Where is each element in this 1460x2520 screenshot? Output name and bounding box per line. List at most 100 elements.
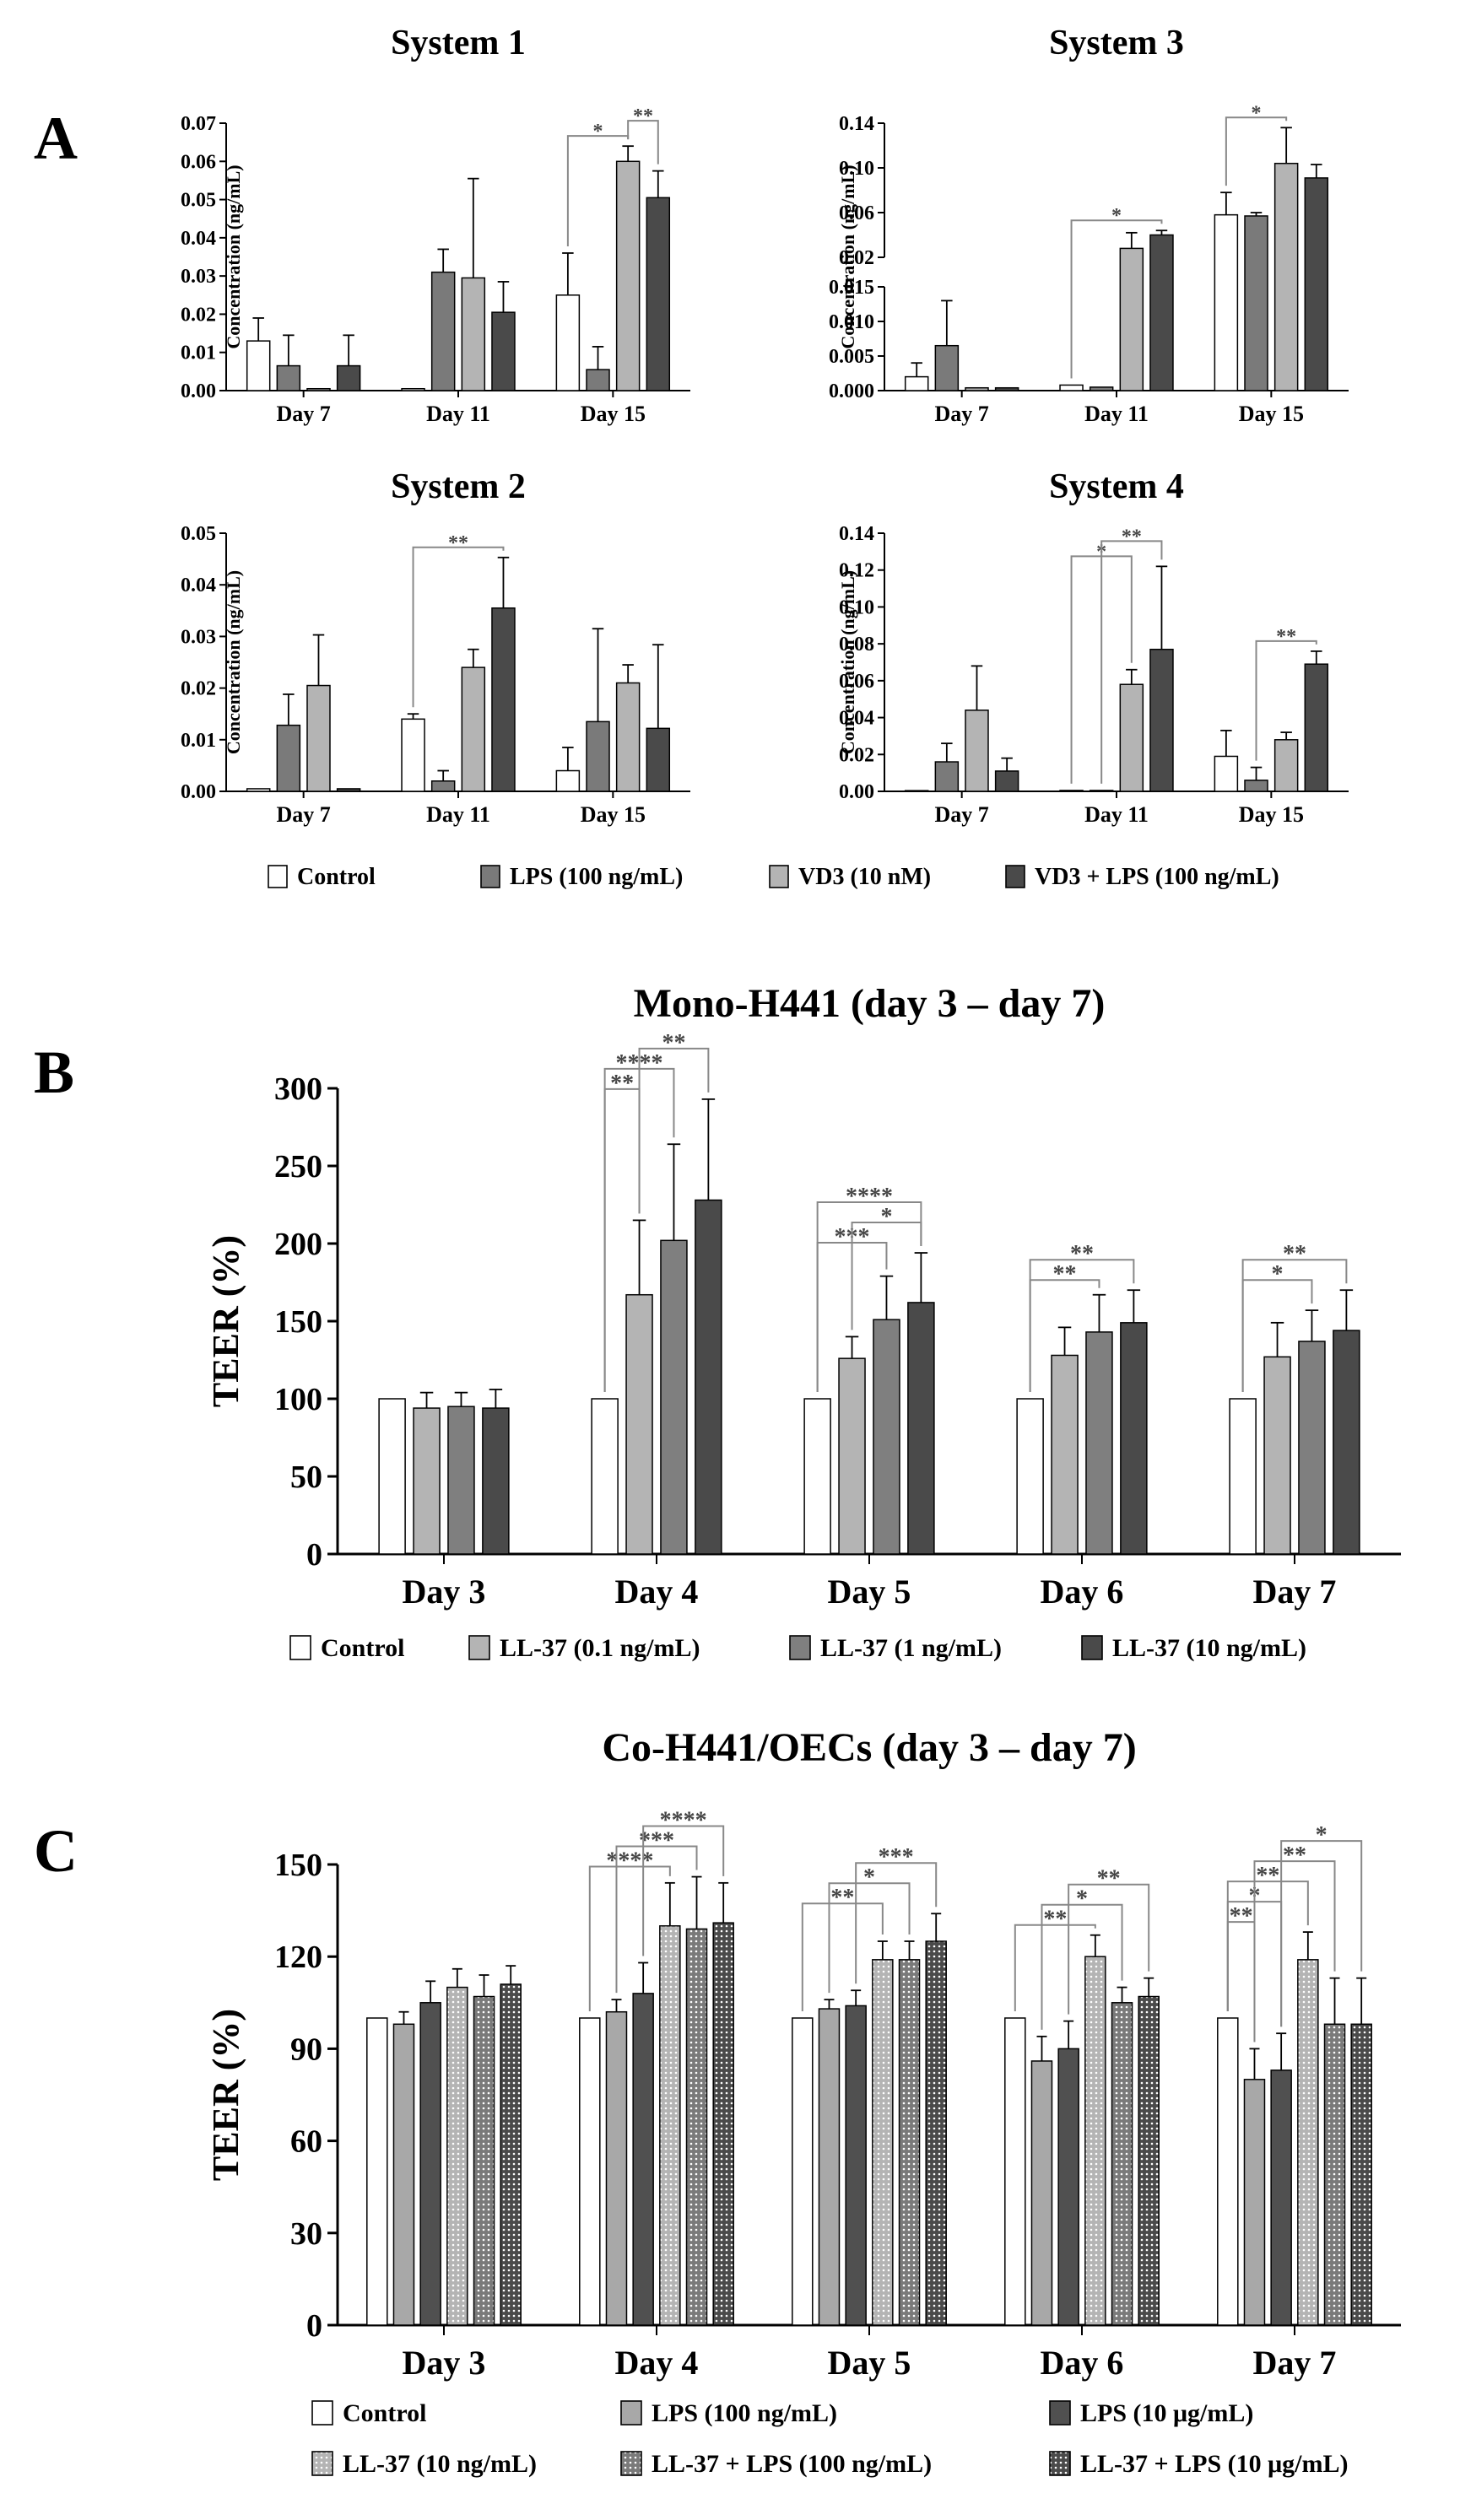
significance-label: ** bbox=[1122, 526, 1142, 548]
legend-swatch bbox=[1049, 2451, 1071, 2476]
significance-label: * bbox=[593, 121, 603, 143]
axes: 0 50 100 150 200 250 300 bbox=[274, 1071, 1401, 1573]
bar bbox=[1244, 215, 1268, 391]
legend-item: VD3 (10 nM) bbox=[769, 864, 931, 890]
significance-bracket bbox=[1029, 1259, 1135, 1392]
bar bbox=[934, 344, 960, 391]
bar bbox=[1051, 1354, 1079, 1555]
legend-label: LPS (100 ng/mL) bbox=[510, 864, 683, 890]
significance-label: *** bbox=[879, 1844, 914, 1870]
y-tick-label: 0.01 bbox=[181, 343, 216, 364]
x-tick-label: Day 7 bbox=[277, 402, 331, 426]
significance-label: * bbox=[1272, 1261, 1284, 1287]
significance-bracket bbox=[816, 1201, 922, 1392]
y-tick-label: 0.05 bbox=[181, 523, 216, 545]
y-tick-label: 150 bbox=[274, 1848, 322, 1883]
y-tick-label: 0.12 bbox=[839, 560, 874, 582]
bar bbox=[461, 666, 486, 792]
legend-item: LPS (10 μg/mL) bbox=[1049, 2399, 1253, 2427]
bar bbox=[965, 710, 989, 792]
significance-bracket bbox=[1100, 540, 1163, 784]
y-tick-label: 0.00 bbox=[839, 781, 874, 803]
y-tick-label: 0.14 bbox=[839, 523, 874, 545]
chart-a2: System 2 0.00 0.01 0.02 0.03 0.04 0.05 Concentr… bbox=[181, 467, 690, 827]
legend-swatch bbox=[789, 1635, 811, 1660]
charts-layer: System 1 0.00 0.01 0.02 0.03 0.04 0.05 0.06 0.07… bbox=[181, 24, 1401, 2478]
y-tick-label: 150 bbox=[274, 1304, 322, 1340]
significance-bracket bbox=[412, 546, 505, 708]
y-axis-label: Concentration (ng/mL) bbox=[223, 165, 244, 348]
bar bbox=[1323, 2023, 1346, 2326]
legend-label: LPS (10 μg/mL) bbox=[1080, 2399, 1253, 2427]
x-tick-label: Day 11 bbox=[1084, 402, 1149, 426]
bar bbox=[336, 364, 361, 391]
legend-item: LL-37 (10 ng/mL) bbox=[1081, 1634, 1306, 1662]
significance-label: **** bbox=[606, 1848, 653, 1875]
bar bbox=[1297, 1959, 1319, 2326]
bar bbox=[1304, 663, 1329, 792]
bar bbox=[555, 769, 581, 792]
significance-bracket bbox=[1070, 219, 1163, 379]
y-axis-label: Concentration (ng/mL) bbox=[837, 165, 858, 348]
y-tick-label: 0.03 bbox=[181, 626, 216, 648]
y-tick-label: 0.000 bbox=[829, 380, 874, 402]
legend-item: Control bbox=[268, 864, 376, 890]
y-tick-label: 0.02 bbox=[839, 744, 874, 766]
bar bbox=[1004, 2017, 1026, 2326]
bar bbox=[659, 1925, 681, 2326]
bar bbox=[473, 1995, 495, 2326]
axes: 0.00 0.02 0.04 0.06 0.08 0.10 0.12 0.14 bbox=[839, 523, 1349, 803]
bar bbox=[1085, 1331, 1113, 1555]
significance-label: ** bbox=[1097, 1866, 1121, 1892]
y-tick-label: 0 bbox=[306, 2308, 322, 2344]
x-tick-label: Day 3 bbox=[403, 2344, 486, 2382]
significance-label: * bbox=[1076, 1886, 1088, 1913]
bars bbox=[246, 556, 671, 792]
significance-label: ** bbox=[633, 105, 653, 127]
significance-bracket bbox=[801, 1902, 884, 2011]
significance-bracket bbox=[627, 120, 659, 165]
significance-bracket bbox=[1253, 1860, 1336, 2042]
panel-label-b: B bbox=[34, 1039, 74, 1106]
y-tick-label: 120 bbox=[274, 1940, 322, 1975]
legend-swatch bbox=[311, 2400, 333, 2426]
legend-swatch bbox=[1005, 865, 1025, 888]
bar bbox=[1273, 739, 1299, 792]
bar bbox=[1217, 2017, 1239, 2326]
bar bbox=[615, 682, 641, 792]
significance-bracket bbox=[1041, 1903, 1123, 2030]
bar bbox=[1089, 386, 1114, 391]
y-axis-label: TEER (%) bbox=[205, 2009, 246, 2181]
bar bbox=[1229, 1398, 1257, 1555]
chart-title: Co-H441/OECs (day 3 – day 7) bbox=[602, 1725, 1136, 1770]
y-tick-label: 50 bbox=[290, 1460, 322, 1495]
chart-b: Mono-H441 (day 3 – day 7) 0 50 100 150 200 250… bbox=[205, 981, 1401, 1611]
bar bbox=[625, 1293, 653, 1555]
bar bbox=[838, 1357, 866, 1555]
significance-bracket bbox=[588, 1865, 671, 2011]
y-tick-label: 0.06 bbox=[839, 671, 874, 693]
bar bbox=[591, 1398, 619, 1555]
bar bbox=[1084, 1956, 1106, 2326]
y-tick-label: 0.005 bbox=[829, 346, 874, 368]
significance-label: * bbox=[1252, 102, 1262, 124]
bar bbox=[1138, 1995, 1160, 2326]
legend-label: LL-37 (10 ng/mL) bbox=[1112, 1634, 1306, 1662]
bar bbox=[555, 294, 581, 391]
significance-bracket bbox=[1014, 1924, 1096, 2011]
bar bbox=[605, 2010, 628, 2326]
x-tick-label: Day 6 bbox=[1041, 2344, 1124, 2382]
significance-label: ** bbox=[662, 1030, 685, 1056]
bar bbox=[818, 2008, 841, 2326]
legend-item: LL-37 + LPS (10 μg/mL) bbox=[1049, 2450, 1348, 2478]
significance-bracket bbox=[642, 1825, 725, 1956]
bars bbox=[378, 1098, 1360, 1555]
x-tick-label: Day 7 bbox=[1253, 2344, 1337, 2382]
chart-a4: System 4 0.00 0.02 0.04 0.06 0.08 0.10 0.12 0.14… bbox=[837, 467, 1349, 827]
bar bbox=[430, 271, 456, 391]
x-tick-label: Day 7 bbox=[935, 802, 989, 827]
legend-label: VD3 (10 nM) bbox=[798, 864, 931, 890]
legend-item: Control bbox=[289, 1634, 404, 1662]
x-tick-label: Day 11 bbox=[1084, 802, 1149, 827]
